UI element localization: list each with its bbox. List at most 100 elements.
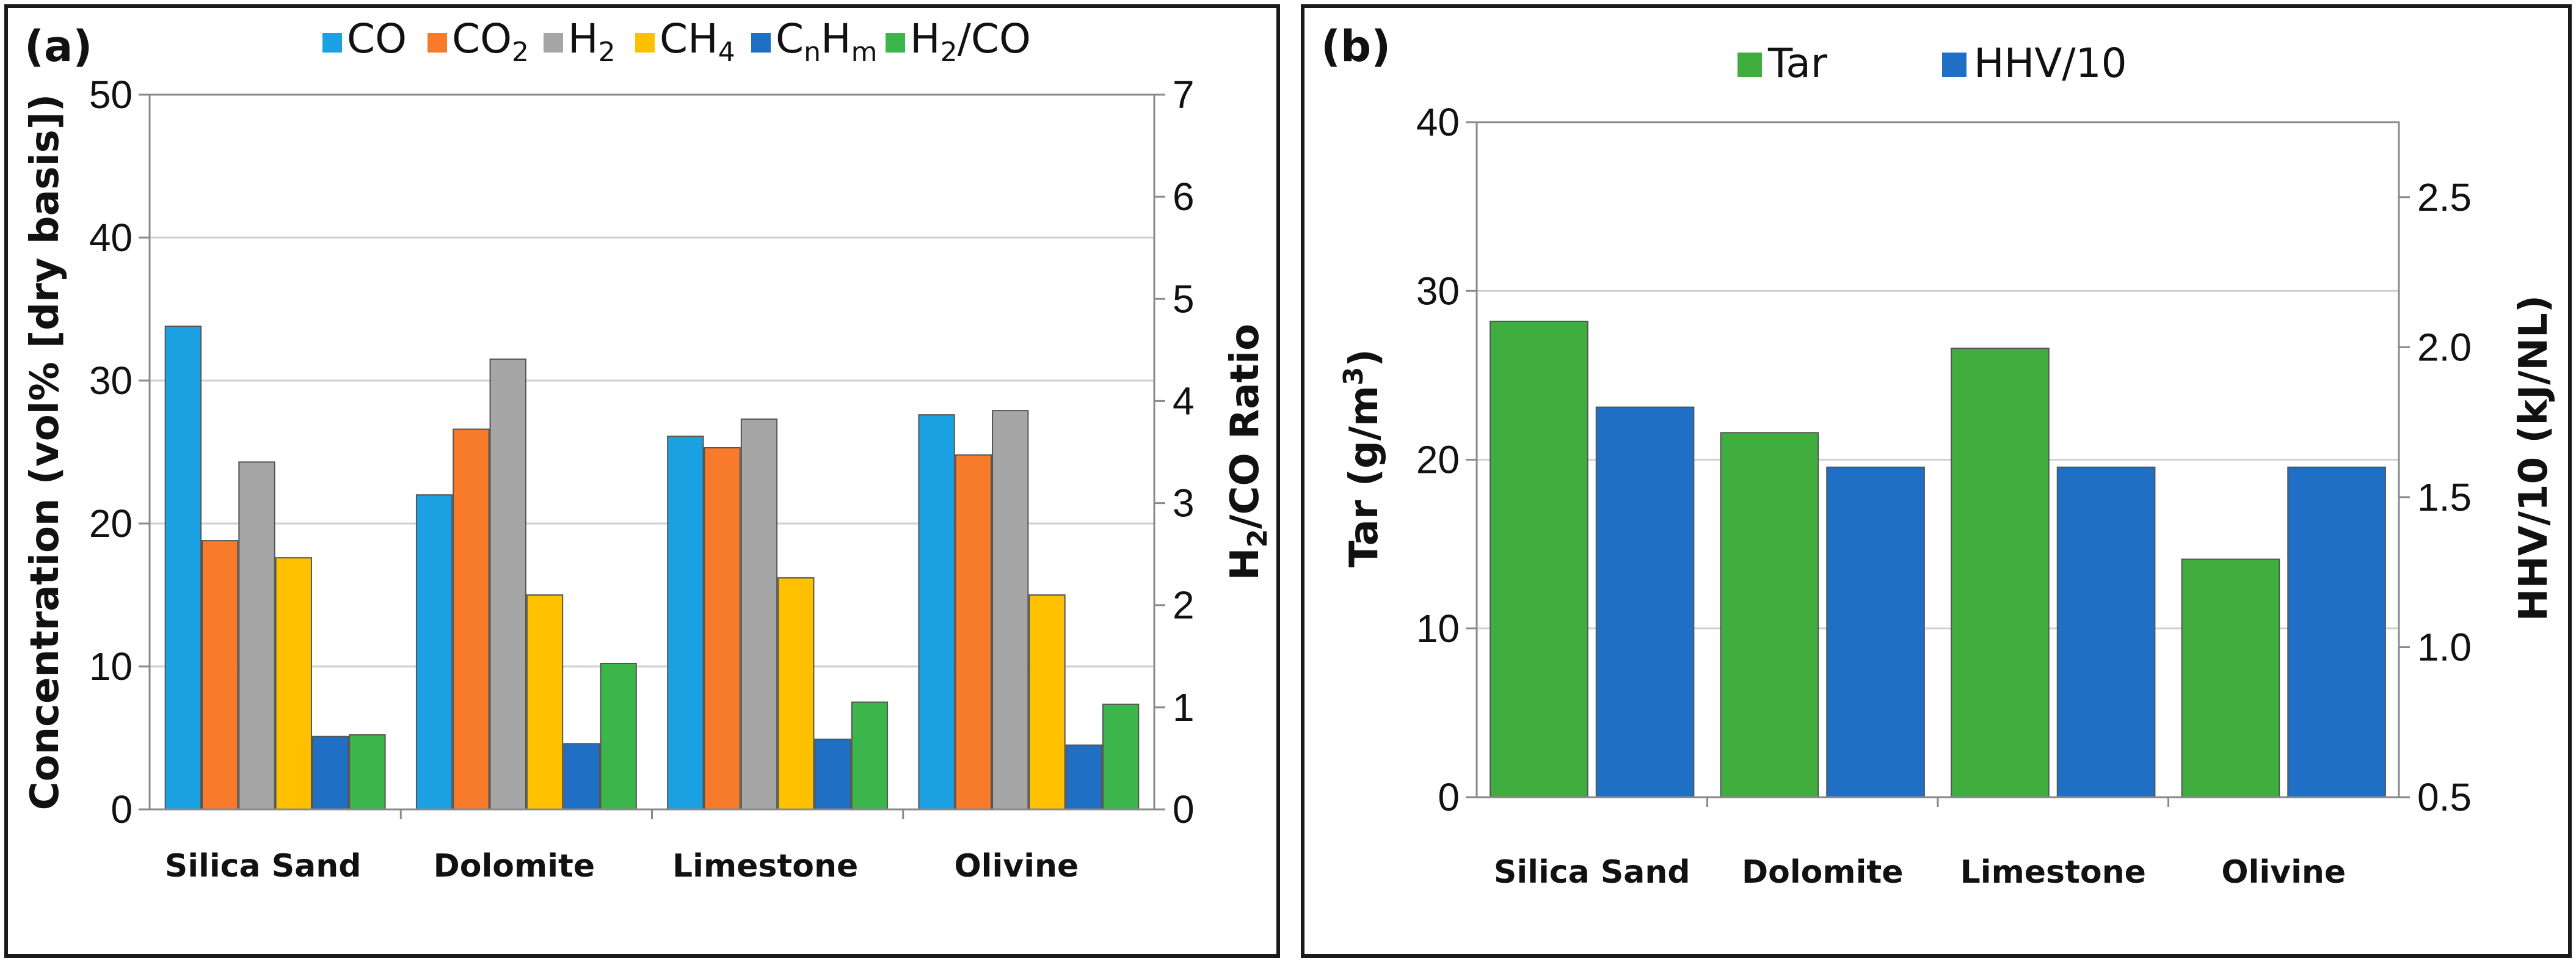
legend-swatch-co bbox=[322, 33, 342, 53]
bar-co-limestone bbox=[667, 436, 704, 810]
right-tick-label-5: 5 bbox=[1173, 277, 1195, 321]
legend-entry-co: CO bbox=[322, 15, 407, 62]
legend-swatch-tar bbox=[1737, 53, 1762, 77]
bar-co-olivine bbox=[918, 414, 955, 810]
category-label-olivine: Olivine bbox=[2221, 854, 2346, 891]
left-tick-label-30: 30 bbox=[89, 359, 133, 403]
bar-cnhm-limestone bbox=[814, 739, 851, 810]
right-tick-label-0-5: 0.5 bbox=[2417, 775, 2472, 819]
panel-b-right-tick-labels: 0.5 1.0 1.5 2.0 2.5 bbox=[2417, 175, 2472, 819]
left-tick-label-10: 10 bbox=[1416, 607, 1460, 651]
bar-co-silica-sand bbox=[164, 326, 202, 810]
panel-b-category-labels: Silica Sand Dolomite Limestone Olivine bbox=[1494, 854, 2346, 891]
legend-label-cnhm: CnHm bbox=[776, 15, 878, 68]
left-tick-label-30: 30 bbox=[1416, 269, 1460, 313]
bar-h2-silica-sand bbox=[238, 461, 275, 810]
category-label-limestone: Limestone bbox=[1960, 854, 2146, 891]
bar-tar-dolomite bbox=[1720, 432, 1819, 798]
legend-entry-hhv: HHV/10 bbox=[1942, 40, 2127, 87]
bar-h2-co-silica-sand bbox=[349, 734, 386, 810]
bar-h2-co-dolomite bbox=[600, 662, 637, 810]
panel-b-ticks bbox=[1466, 121, 2410, 807]
bar-hhv-10-dolomite bbox=[1826, 466, 1925, 798]
right-tick-label-1-0: 1.0 bbox=[2417, 625, 2472, 669]
panel-a-right-axis-title: H2/CO Ratio bbox=[1223, 324, 1273, 580]
category-label-olivine: Olivine bbox=[954, 848, 1079, 885]
left-tick-label-10: 10 bbox=[89, 644, 133, 688]
panel-a-category-labels: Silica Sand Dolomite Limestone Olivine bbox=[165, 848, 1079, 885]
bar-h2-olivine bbox=[992, 410, 1029, 810]
left-tick-label-40: 40 bbox=[89, 216, 133, 260]
bar-cnhm-silica-sand bbox=[311, 735, 349, 811]
bar-ch4-dolomite bbox=[526, 594, 564, 810]
right-tick-label-6: 6 bbox=[1173, 175, 1195, 219]
right-tick-label-2-5: 2.5 bbox=[2417, 175, 2472, 219]
panel-a-label: (a) bbox=[24, 21, 92, 71]
legend-swatch-hhv bbox=[1942, 53, 1967, 77]
category-label-silica-sand: Silica Sand bbox=[165, 848, 362, 885]
bar-tar-limestone bbox=[1951, 348, 2050, 798]
panel-b-left-axis-title: Tar (g/m3) bbox=[1338, 349, 1387, 567]
panel-a-ticks bbox=[139, 93, 1165, 819]
right-tick-label-2: 2 bbox=[1173, 583, 1195, 627]
category-label-dolomite: Dolomite bbox=[1742, 854, 1904, 891]
bar-h2-co-limestone bbox=[851, 701, 889, 810]
legend-label-hhv: HHV/10 bbox=[1974, 40, 2127, 87]
left-tick-label-20: 20 bbox=[89, 502, 133, 546]
legend-swatch-ch4 bbox=[635, 33, 655, 53]
panel-a: (a) CO CO2 H2 bbox=[4, 4, 1280, 958]
bar-hhv-10-silica-sand bbox=[1595, 406, 1695, 798]
right-tick-label-1: 1 bbox=[1173, 685, 1195, 729]
left-tick-label-50: 50 bbox=[89, 73, 133, 117]
panel-b-left-tick-labels: 0 10 20 30 40 bbox=[1416, 100, 1460, 819]
bar-h2-dolomite bbox=[489, 358, 526, 810]
panel-b-bars bbox=[1490, 320, 2386, 798]
bar-hhv-10-limestone bbox=[2056, 466, 2156, 798]
panel-b-legend: Tar HHV/10 bbox=[1737, 40, 2127, 87]
panel-a-border bbox=[4, 4, 1280, 958]
legend-swatch-h2co bbox=[886, 33, 905, 53]
legend-entry-co2: CO2 bbox=[428, 15, 529, 68]
legend-entry-cnhm: CnHm bbox=[751, 15, 878, 68]
bar-cnhm-olivine bbox=[1065, 744, 1103, 810]
legend-entry-ch4: CH4 bbox=[635, 15, 735, 68]
panel-b-border bbox=[1301, 4, 2572, 958]
right-tick-label-4: 4 bbox=[1173, 379, 1195, 423]
legend-swatch-cnhm bbox=[751, 33, 771, 53]
panel-a-left-tick-labels: 0 10 20 30 40 50 bbox=[89, 73, 133, 831]
bar-co2-silica-sand bbox=[201, 540, 239, 811]
right-tick-label-2-0: 2.0 bbox=[2417, 325, 2472, 369]
bar-tar-olivine bbox=[2181, 558, 2280, 798]
panel-a-legend: CO CO2 H2 C bbox=[322, 15, 1031, 68]
bar-tar-silica-sand bbox=[1490, 320, 1588, 798]
bar-ch4-limestone bbox=[777, 577, 815, 810]
legend-label-h2co: H2/CO bbox=[910, 15, 1031, 68]
left-tick-label-40: 40 bbox=[1416, 100, 1460, 144]
panel-b: (b) Tar HHV/10 0 10 20 30 40 0.5 1.0 1.5 2.0 2.5… bbox=[1301, 4, 2572, 958]
bar-ch4-silica-sand bbox=[275, 557, 312, 810]
bar-hhv-10-olivine bbox=[2287, 466, 2386, 798]
category-label-limestone: Limestone bbox=[672, 848, 858, 885]
category-label-dolomite: Dolomite bbox=[434, 848, 595, 885]
panel-a-bars bbox=[164, 326, 1140, 811]
panel-b-right-axis-title: HHV/10 (kJ/NL) bbox=[2511, 295, 2556, 621]
legend-swatch-h2 bbox=[544, 33, 563, 53]
right-tick-label-3: 3 bbox=[1173, 481, 1195, 525]
legend-label-tar: Tar bbox=[1767, 40, 1828, 87]
bar-co2-olivine bbox=[955, 454, 992, 810]
panel-a-left-axis-title: Concentration (vol% [dry basis]) bbox=[23, 94, 68, 811]
legend-entry-h2co: H2/CO bbox=[886, 15, 1031, 68]
bar-co2-limestone bbox=[704, 447, 741, 810]
bar-cnhm-dolomite bbox=[563, 743, 600, 810]
right-tick-label-0: 0 bbox=[1173, 787, 1195, 831]
legend-entry-tar: Tar bbox=[1737, 40, 1828, 87]
category-label-silica-sand: Silica Sand bbox=[1494, 854, 1690, 891]
bar-h2-limestone bbox=[740, 418, 778, 810]
right-tick-label-1-5: 1.5 bbox=[2417, 475, 2472, 519]
left-tick-label-0: 0 bbox=[111, 787, 133, 831]
legend-label-co: CO bbox=[347, 15, 407, 62]
panel-a-right-tick-labels: 0 1 2 3 4 5 6 7 bbox=[1173, 73, 1195, 831]
bar-h2-co-olivine bbox=[1102, 703, 1140, 811]
